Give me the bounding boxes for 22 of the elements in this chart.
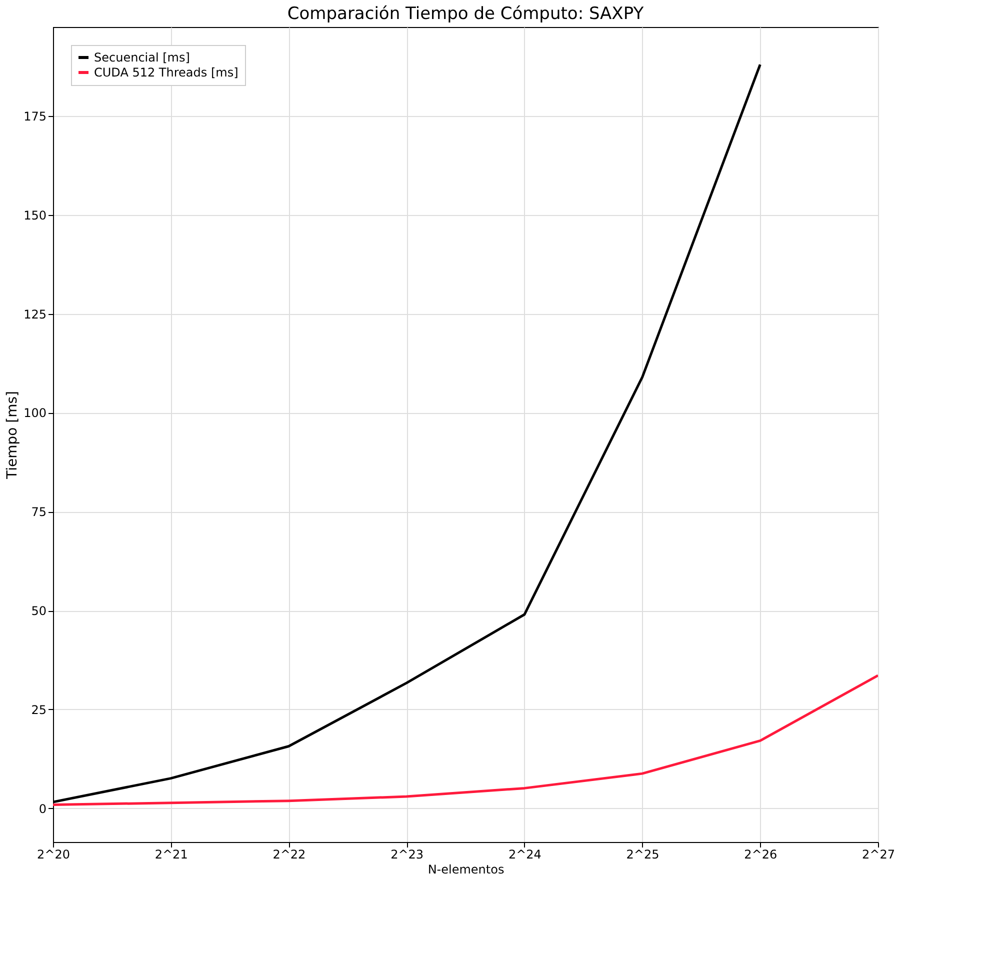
x-tick-label: 2^21 xyxy=(154,848,188,862)
x-tick-label: 2^27 xyxy=(862,848,895,862)
x-axis-title: N-elementos xyxy=(428,862,504,876)
y-axis-title: Tiempo [ms] xyxy=(4,390,21,480)
x-tick-label: 2^24 xyxy=(508,848,542,862)
x-tick-label: 2^22 xyxy=(272,848,306,862)
y-tick-label: 0 xyxy=(38,802,46,816)
x-tick-label: 2^20 xyxy=(37,848,70,862)
x-tick-label: 2^25 xyxy=(626,848,660,862)
line-series xyxy=(53,674,878,806)
y-tick-label: 125 xyxy=(24,307,46,322)
y-tick-label: 50 xyxy=(31,604,46,618)
y-tick-label: 25 xyxy=(31,702,46,717)
y-tick-label: 150 xyxy=(24,208,46,222)
y-tick-label: 100 xyxy=(24,406,46,420)
x-tick-label: 2^23 xyxy=(390,848,424,862)
legend-label: CUDA 512 Threads [ms] xyxy=(94,66,238,80)
legend-label: Secuencial [ms] xyxy=(94,50,190,64)
chart-title: Comparación Tiempo de Cómputo: SAXPY xyxy=(287,4,644,24)
y-tick-label: 75 xyxy=(31,505,46,520)
y-tick-label: 175 xyxy=(24,110,46,124)
x-tick-label: 2^26 xyxy=(744,848,778,862)
